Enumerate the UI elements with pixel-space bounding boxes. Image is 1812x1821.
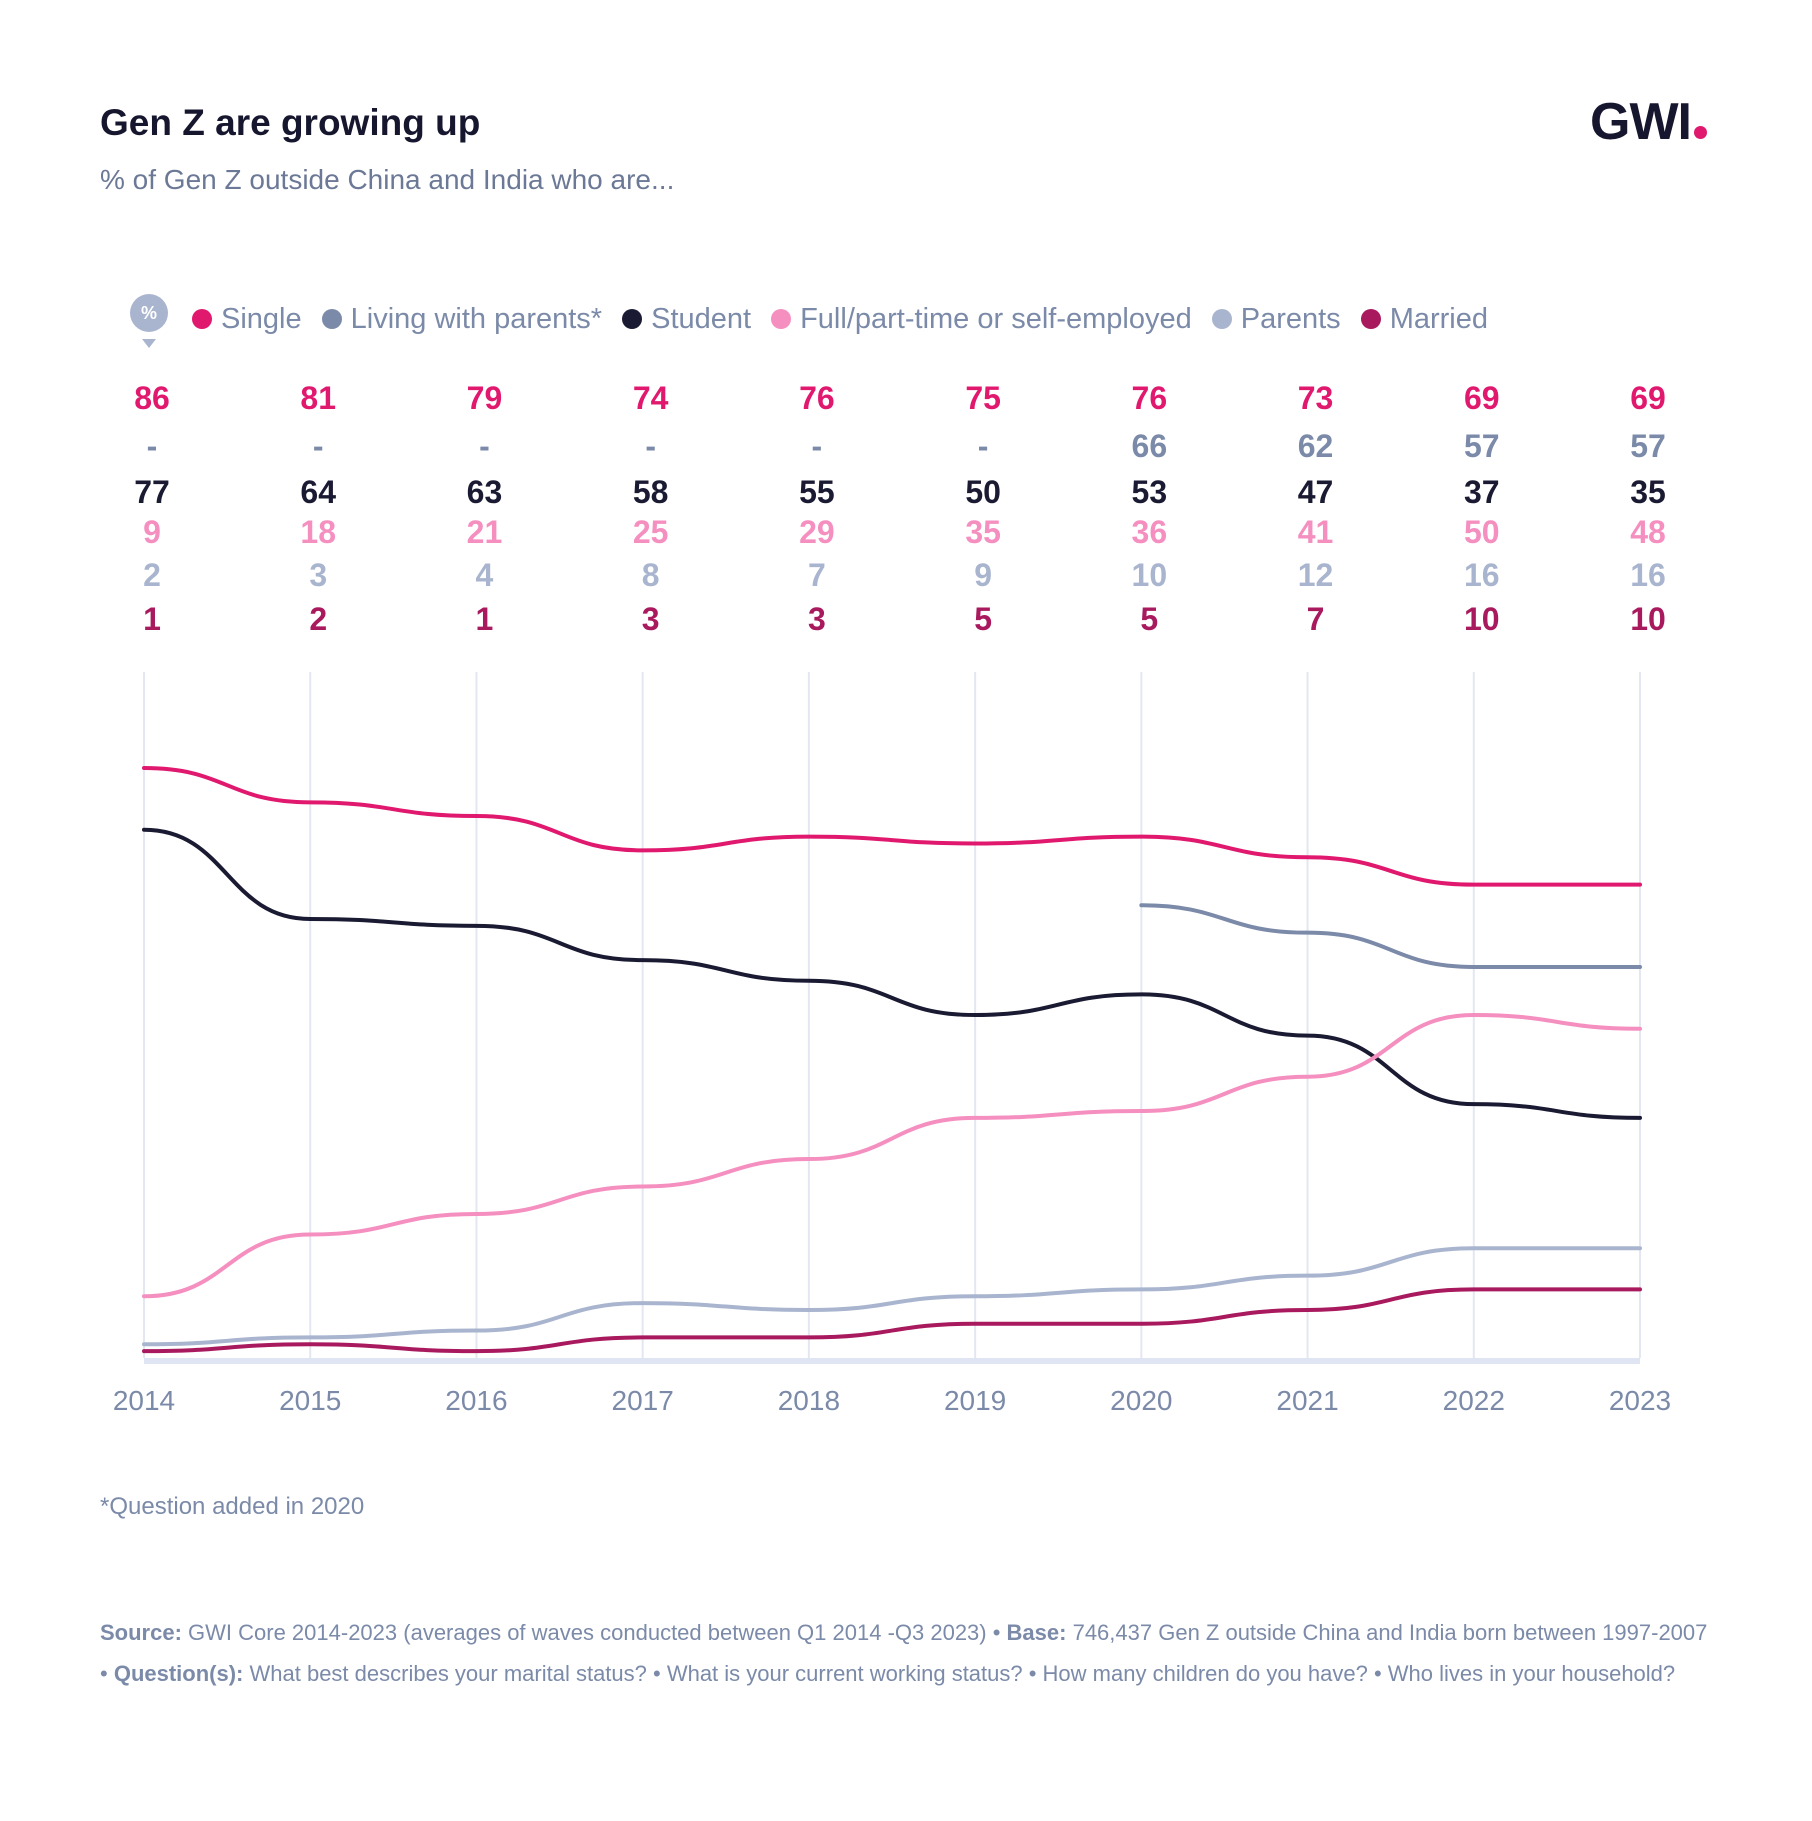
legend-dot-icon: [1211, 309, 1232, 329]
series-line-full-part-time-or-self-employed: [142, 1012, 1642, 1299]
x-tick-label: 2020: [1110, 1385, 1172, 1416]
question-text: What best describes your marital status?…: [243, 1661, 1676, 1686]
legend-dot-icon: [622, 309, 643, 329]
source-note: Source: GWI Core 2014-2023 (averages of …: [100, 1612, 1720, 1694]
chart-title: Gen Z are growing up: [100, 102, 481, 143]
legend-label: Student: [651, 302, 752, 335]
gwi-logo: GWI: [1590, 92, 1707, 152]
legend-label: Married: [1389, 302, 1488, 335]
legend-label: Living with parents*: [350, 302, 603, 335]
series-line-parents: [142, 1246, 1642, 1347]
x-tick-label: 2022: [1443, 1385, 1505, 1416]
legend-item-student: Student: [622, 303, 751, 336]
legend-dot-icon: [192, 309, 212, 329]
legend-dot-icon: [1360, 309, 1381, 329]
base-text: 746,437 Gen Z outside China and India bo…: [100, 1620, 1708, 1686]
series-line-student: [142, 827, 1642, 1120]
line-chart: 2014 2015 2016 2017 2018 2019 2020 2021 2022 2023: [113, 672, 1671, 1416]
legend-item-single: Single: [192, 303, 302, 336]
x-tick-label: 2018: [778, 1385, 840, 1416]
x-tick-label: 2021: [1276, 1385, 1338, 1416]
x-tick-label: 2017: [612, 1385, 674, 1416]
legend-label: Parents: [1240, 302, 1341, 335]
x-tick-label: 2015: [279, 1385, 341, 1416]
footnote: *Question added in 2020: [100, 1493, 365, 1520]
percent-icon: %: [130, 294, 168, 348]
x-tick-label: 2023: [1609, 1385, 1671, 1416]
legend-dot-icon: [771, 309, 792, 329]
series-line-married: [142, 1287, 1642, 1354]
logo-text: GWI: [1590, 93, 1692, 151]
base-label: Base:: [1006, 1620, 1067, 1645]
legend-dot-icon: [321, 309, 342, 329]
logo-dot: [1694, 126, 1707, 139]
series-line-living-with-parents: [1139, 903, 1642, 969]
legend-label: Full/part-time or self-employed: [800, 302, 1192, 335]
legend-item-married: Married: [1360, 302, 1488, 336]
question-label: Question(s):: [113, 1661, 244, 1686]
x-tick-label: 2016: [445, 1385, 507, 1416]
source-text: GWI Core 2014-2023 (averages of waves co…: [181, 1620, 1007, 1645]
x-tick-label: 2014: [113, 1385, 175, 1416]
legend-label: Single: [221, 302, 302, 335]
legend-item-parents: Parents: [1211, 302, 1341, 336]
source-label: Source:: [100, 1620, 182, 1645]
legend-item-living-with-parents: Living with parents*: [321, 302, 603, 336]
legend: % Single Living with parents* Student Full/…: [130, 294, 1508, 348]
chart-subtitle: % of Gen Z outside China and India who a…: [100, 164, 675, 195]
x-tick-label: 2019: [944, 1385, 1006, 1416]
series-line-single: [142, 766, 1642, 887]
legend-item-full-part-time-or-self-employed: Full/part-time or self-employed: [771, 303, 1192, 336]
